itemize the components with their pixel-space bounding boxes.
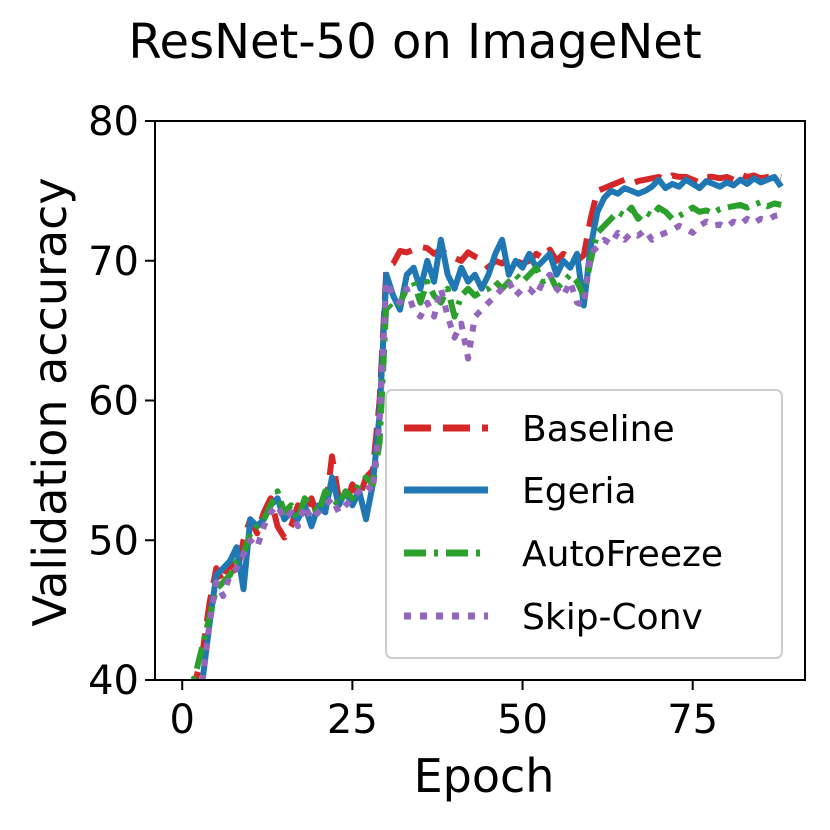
chart-title: ResNet-50 on ImageNet xyxy=(128,14,701,70)
series-line-skip-conv xyxy=(199,211,782,680)
plot-area xyxy=(190,171,784,680)
y-tick-label: 40 xyxy=(88,658,139,704)
series-line-autofreeze xyxy=(190,199,782,680)
y-axis: 40 50 60 70 80 xyxy=(88,99,155,704)
x-tick-label: 25 xyxy=(327,697,378,743)
legend-label-baseline: Baseline xyxy=(522,409,675,450)
legend-label-autofreeze: AutoFreeze xyxy=(522,534,723,575)
y-tick-label: 80 xyxy=(88,99,139,145)
y-axis-label: Validation accuracy xyxy=(23,177,77,626)
x-tick-label: 0 xyxy=(169,697,194,743)
legend-label-skip-conv: Skip-Conv xyxy=(522,597,703,638)
series-layer xyxy=(190,171,784,680)
series-line-baseline xyxy=(192,171,782,680)
x-axis-label: Epoch xyxy=(414,749,555,803)
x-tick-label: 50 xyxy=(497,697,548,743)
legend: Baseline Egeria AutoFreeze Skip-Conv xyxy=(385,389,783,659)
legend-box xyxy=(385,389,783,659)
x-tick-label: 75 xyxy=(667,697,718,743)
legend-label-egeria: Egeria xyxy=(522,471,637,512)
y-tick-label: 70 xyxy=(88,239,139,285)
x-axis: 0 25 50 75 xyxy=(169,680,718,743)
y-tick-label: 50 xyxy=(88,518,139,564)
y-tick-label: 60 xyxy=(88,379,139,425)
